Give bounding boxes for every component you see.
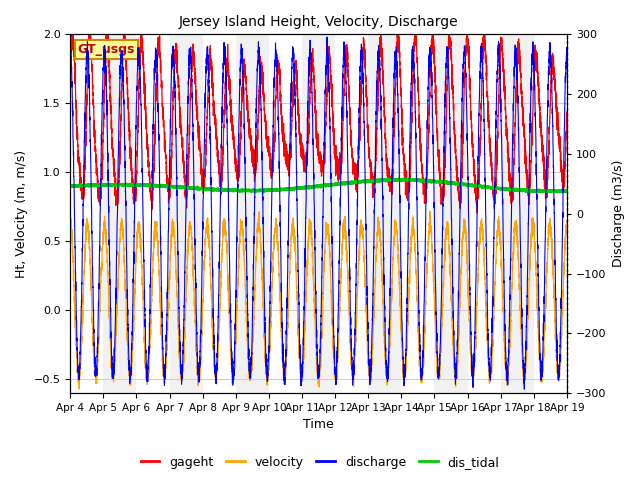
Line: gageht: gageht — [70, 23, 567, 213]
gageht — [67, 63, 74, 69]
velocity — [475, 252, 483, 257]
Bar — [104, 35, 136, 393]
Bar — [435, 35, 468, 393]
discharge — [437, 314, 445, 320]
velocity — [67, 222, 74, 228]
Bar — [368, 35, 401, 393]
gageht — [474, 210, 481, 216]
discharge — [157, 241, 164, 247]
Title: Jersey Island Height, Velocity, Discharge: Jersey Island Height, Velocity, Discharg… — [179, 15, 458, 29]
dis_tidal — [437, 180, 445, 185]
gageht — [563, 116, 571, 121]
Y-axis label: Ht, Velocity (m, m/s): Ht, Velocity (m, m/s) — [15, 150, 28, 278]
discharge — [520, 386, 528, 392]
discharge — [256, 77, 264, 83]
Legend: gageht, velocity, discharge, dis_tidal: gageht, velocity, discharge, dis_tidal — [136, 451, 504, 474]
velocity — [390, 249, 397, 255]
Line: dis_tidal: dis_tidal — [70, 179, 567, 192]
velocity — [437, 339, 445, 345]
dis_tidal — [256, 187, 264, 193]
dis_tidal — [157, 183, 164, 189]
Line: discharge: discharge — [70, 37, 567, 389]
X-axis label: Time: Time — [303, 419, 334, 432]
gageht — [157, 61, 164, 67]
dis_tidal — [364, 179, 372, 184]
dis_tidal — [475, 184, 483, 190]
gageht — [437, 187, 445, 192]
gageht — [256, 71, 264, 77]
Y-axis label: Discharge (m3/s): Discharge (m3/s) — [612, 160, 625, 267]
dis_tidal — [67, 183, 74, 189]
dis_tidal — [395, 176, 403, 181]
gageht — [364, 136, 372, 142]
Text: GT_usgs: GT_usgs — [77, 43, 135, 56]
Bar — [302, 35, 335, 393]
velocity — [76, 386, 83, 392]
velocity — [563, 228, 571, 233]
Bar — [170, 35, 203, 393]
dis_tidal — [389, 178, 397, 183]
dis_tidal — [563, 188, 571, 194]
discharge — [323, 34, 331, 40]
gageht — [390, 152, 397, 157]
Line: velocity: velocity — [70, 211, 567, 389]
discharge — [475, 124, 483, 130]
discharge — [390, 106, 397, 112]
discharge — [563, 52, 571, 58]
velocity — [426, 208, 434, 214]
gageht — [475, 182, 483, 188]
discharge — [67, 50, 74, 56]
Bar — [500, 35, 534, 393]
dis_tidal — [559, 190, 566, 195]
velocity — [256, 230, 264, 236]
Bar — [236, 35, 269, 393]
velocity — [157, 300, 164, 305]
gageht — [86, 20, 93, 26]
velocity — [364, 354, 372, 360]
discharge — [364, 334, 372, 339]
